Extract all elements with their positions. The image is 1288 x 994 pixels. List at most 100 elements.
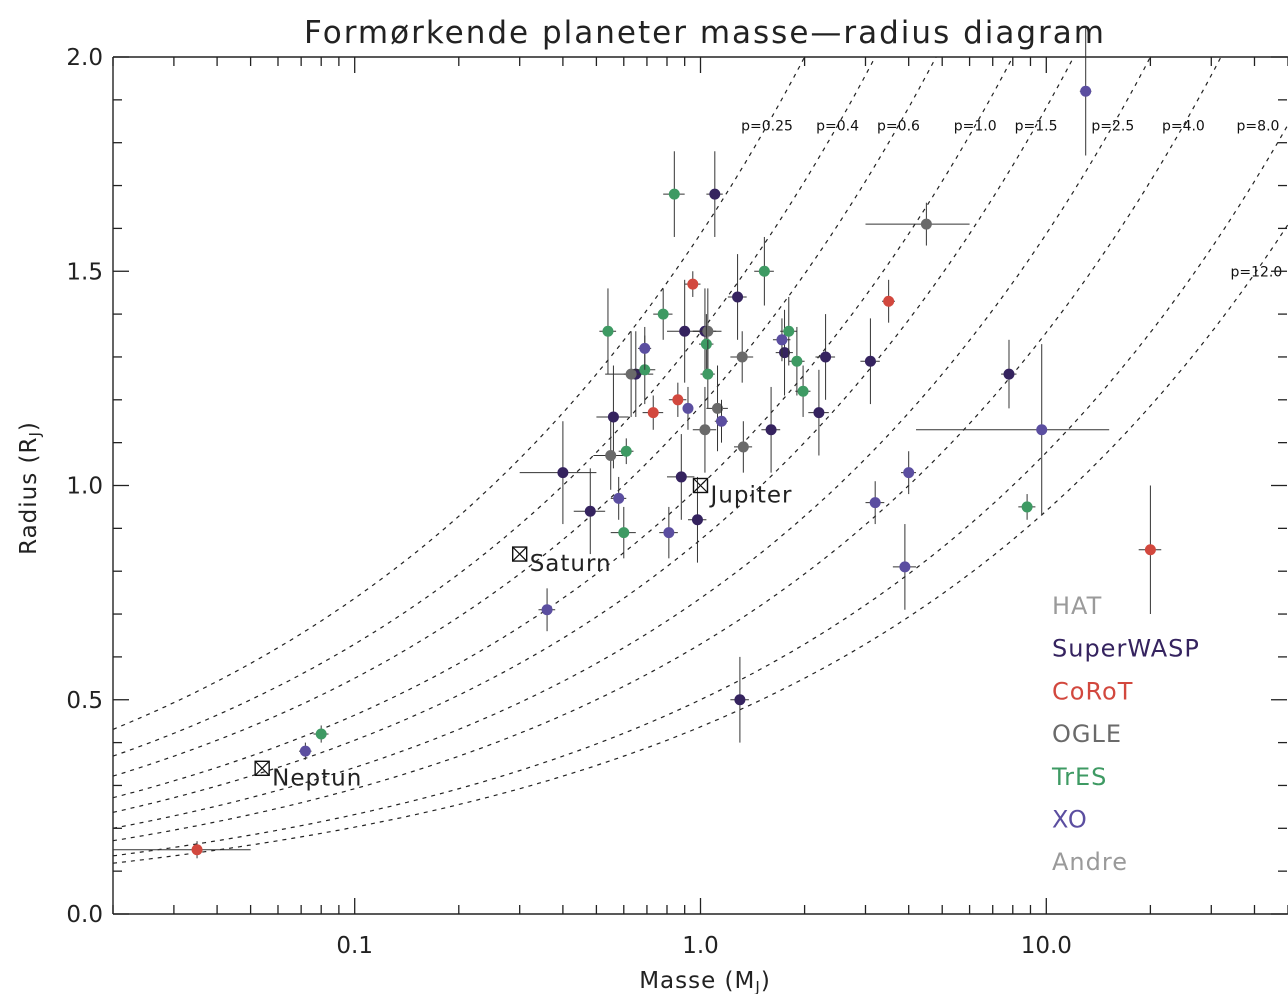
point-marker — [758, 265, 770, 277]
density-label: p=1.0 — [954, 119, 997, 135]
data-point — [610, 506, 636, 559]
data-point — [714, 399, 728, 443]
data-point — [687, 476, 707, 563]
point-marker — [584, 505, 596, 517]
density-label: p=4.0 — [1162, 119, 1205, 135]
data-point — [730, 331, 754, 383]
point-marker — [1036, 424, 1048, 436]
density-label: p=8.0 — [1237, 119, 1280, 135]
legend-entry: OGLE — [1052, 720, 1122, 748]
data-point — [698, 314, 714, 375]
y-tick-label: 0.5 — [66, 688, 103, 714]
point-marker — [797, 385, 809, 397]
point-marker — [1003, 368, 1015, 380]
data-point — [865, 202, 970, 246]
density-curve — [113, 57, 1152, 829]
density-label: p=1.5 — [1015, 119, 1058, 135]
point-marker — [702, 368, 714, 380]
point-marker — [191, 844, 203, 856]
point-marker — [613, 492, 625, 504]
density-curves — [113, 57, 1288, 864]
data-point — [668, 382, 687, 417]
x-axis-label: Masse (MJ) — [639, 968, 771, 994]
data-point — [1138, 485, 1162, 615]
planet-box — [692, 477, 709, 494]
data-point — [734, 421, 753, 473]
data-point — [642, 395, 664, 430]
data-point — [684, 271, 701, 297]
density-label: p=2.5 — [1091, 119, 1134, 135]
point-marker — [679, 325, 691, 337]
y-tick-label: 1.5 — [66, 259, 103, 285]
point-marker — [920, 218, 932, 230]
y-tick-label: 0.0 — [66, 902, 103, 928]
data-point — [610, 476, 627, 520]
point-marker — [820, 351, 832, 363]
data-point — [605, 331, 654, 417]
planet-marker: Saturn — [511, 546, 612, 577]
point-marker — [663, 527, 675, 539]
point-marker — [903, 467, 915, 479]
planet-box — [254, 760, 270, 777]
legend-entry: HAT — [1052, 592, 1102, 620]
legend: HAT SuperWASP CoRoT OGLE TrES XO Andre — [1051, 592, 1200, 876]
data-point — [519, 421, 597, 525]
legend-entry: XO — [1052, 806, 1088, 834]
point-marker — [702, 325, 714, 337]
chart-title: Formørkende planeter masse—radius diagra… — [304, 15, 1106, 51]
data-point — [788, 326, 805, 396]
point-marker — [715, 415, 727, 427]
data-point — [892, 524, 917, 610]
legend-entry: SuperWASP — [1052, 635, 1200, 663]
data-point — [900, 451, 917, 495]
density-labels: p=0.25 p=0.4 p=0.6 p=1.0 p=1.5 p=2.5 p=4.0 p=8.… — [741, 119, 1282, 281]
point-marker — [783, 325, 795, 337]
data-point — [775, 309, 793, 396]
planet-box — [511, 546, 528, 562]
data-point — [1001, 339, 1017, 409]
point-marker — [813, 407, 825, 419]
density-curve — [113, 57, 937, 777]
data-point — [860, 318, 880, 405]
point-marker — [1144, 544, 1156, 556]
density-label: p=0.25 — [741, 119, 793, 135]
density-curve — [113, 224, 1288, 864]
point-marker — [709, 188, 721, 200]
data-point — [692, 288, 722, 375]
point-marker — [620, 445, 632, 457]
x-tick-label: 0.1 — [336, 933, 373, 959]
point-marker — [682, 402, 694, 414]
planet-cross — [693, 478, 708, 493]
data-point — [313, 725, 329, 743]
point-marker — [675, 471, 687, 483]
point-marker — [618, 527, 630, 539]
point-marker — [883, 295, 895, 307]
point-marker — [869, 497, 881, 509]
planet-label: Saturn — [530, 551, 612, 577]
data-point — [1079, 27, 1092, 156]
data-point — [659, 506, 678, 559]
legend-entry: Andre — [1052, 848, 1128, 876]
data-point — [727, 254, 747, 340]
point-marker — [639, 342, 651, 354]
data-point — [538, 588, 556, 632]
data-point — [1018, 494, 1036, 520]
point-marker — [1080, 85, 1092, 97]
point-marker — [737, 441, 749, 453]
data-point — [808, 369, 829, 456]
x-tick-label: 1.0 — [682, 933, 719, 959]
data-point — [593, 421, 627, 490]
planet-marker: Neptun — [254, 760, 361, 791]
point-marker — [899, 561, 911, 573]
point-marker — [791, 355, 803, 367]
data-point — [916, 344, 1110, 516]
point-marker — [732, 291, 744, 303]
axis-ticks: 0.1 1.0 10.0 0.0 0.5 1.0 1.5 2.0 — [66, 45, 1288, 959]
y-axis-label: Radius (RJ) — [16, 421, 44, 555]
data-point — [113, 841, 251, 859]
solar-system-planets: Jupiter Saturn Neptun — [254, 477, 791, 791]
point-marker — [734, 694, 746, 706]
data-point — [761, 386, 781, 473]
planet-marker: Jupiter — [692, 477, 791, 509]
